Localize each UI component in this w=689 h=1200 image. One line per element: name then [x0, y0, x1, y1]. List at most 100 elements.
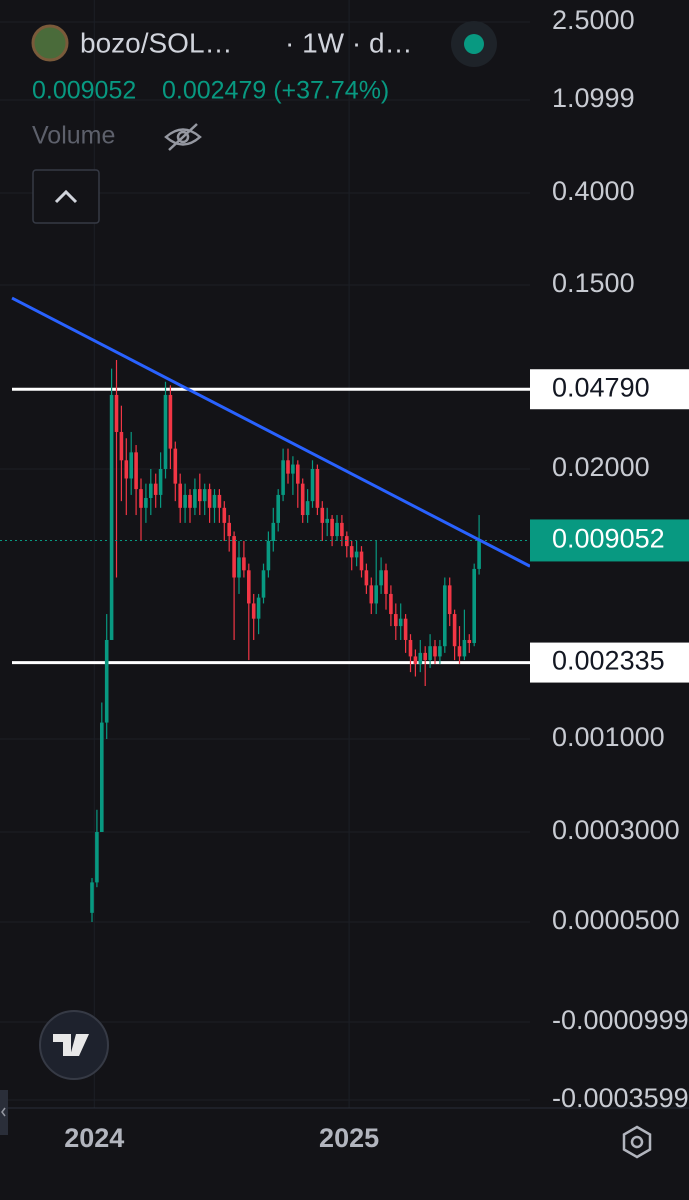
symbol-title[interactable]: bozo/SOL… [80, 27, 233, 58]
candle-body [109, 394, 114, 640]
candle-body [433, 646, 437, 657]
candle-body [389, 593, 393, 615]
candle-body [457, 646, 462, 657]
logo-mark [53, 1034, 89, 1056]
level-label-box [530, 369, 689, 410]
plot-area [0, 296, 530, 922]
level-label-box [530, 642, 689, 683]
candle-body [305, 501, 310, 516]
candle-body [95, 832, 99, 883]
symbol-avatar[interactable] [31, 24, 69, 62]
candle-body [398, 618, 403, 627]
candle-body [472, 568, 476, 644]
price-change: 0.002479 (+37.74%) [162, 77, 389, 105]
candle-body [345, 536, 349, 547]
candle-body [447, 585, 452, 615]
candle-body [438, 646, 442, 657]
candle-body [330, 518, 334, 537]
candle-body [173, 448, 178, 484]
candle-body [217, 494, 222, 508]
y-tick-label: 1.0999 [552, 83, 635, 113]
candle-body [315, 469, 320, 508]
candle-body [384, 570, 388, 594]
y-tick-label: -0.0000999 [552, 1005, 689, 1035]
y-tick-label: 0.001000 [552, 722, 665, 752]
candle-body [408, 639, 413, 657]
level-label: 0.04790 [552, 372, 650, 402]
volume-label: Volume [32, 122, 115, 150]
y-tick-label: 0.0000500 [552, 905, 680, 935]
candle-body [124, 460, 129, 479]
interval[interactable]: · 1W · d… [285, 27, 413, 58]
candle-body [237, 557, 241, 578]
candle-body [158, 469, 163, 495]
candle-body [193, 489, 197, 508]
trendline [11, 296, 530, 568]
candle-body [178, 483, 182, 508]
candle-body [369, 585, 374, 604]
chevron-up [54, 189, 78, 204]
candle-body [242, 557, 246, 571]
candle-body [232, 536, 236, 578]
candle-body [188, 494, 192, 508]
candle-body [168, 394, 173, 449]
candle-body [428, 646, 432, 661]
candle-body [227, 522, 231, 537]
settings-icon[interactable] [622, 1125, 652, 1159]
collapse-button[interactable] [32, 169, 100, 224]
candle-body [325, 518, 329, 523]
candle-body [100, 722, 104, 832]
candle-body [291, 464, 295, 474]
candle-body [320, 507, 325, 523]
candle-body [90, 882, 94, 913]
y-tick-label: 0.1500 [552, 268, 635, 298]
candle-body [202, 489, 207, 502]
candle-body [114, 394, 119, 432]
candle-body [349, 546, 354, 558]
candle-body [477, 540, 481, 569]
y-tick-label: 2.5000 [552, 5, 635, 35]
candle-body [134, 452, 138, 490]
candle-body [153, 483, 158, 495]
candle-body [300, 483, 305, 516]
side-handle[interactable] [0, 1090, 8, 1135]
candle-body [129, 452, 133, 479]
candle-body [418, 652, 423, 664]
hide-volume-icon[interactable] [164, 123, 202, 151]
candle-body [467, 639, 472, 644]
candle-body [310, 469, 315, 502]
candle-body [183, 494, 187, 508]
candle-body [394, 614, 398, 627]
candle-body [374, 585, 378, 604]
candle-body [144, 497, 148, 508]
candle-body [212, 494, 217, 508]
candle-body [452, 614, 457, 647]
candle-body [354, 551, 359, 558]
candle-body [359, 551, 364, 571]
candle-body [271, 522, 276, 541]
candle-body [139, 489, 143, 508]
candle-body [281, 460, 285, 495]
candle-body [296, 464, 300, 484]
candle-body [119, 431, 124, 461]
side-arrow [1, 1107, 6, 1117]
candle-body [462, 639, 467, 657]
candle-body [340, 522, 344, 537]
candle-body [207, 489, 212, 508]
candle-body [222, 507, 227, 523]
candle-body [261, 570, 266, 598]
candle-body [104, 639, 109, 723]
candle-body [286, 460, 290, 474]
candle-body [423, 652, 427, 661]
candle-body [198, 489, 202, 502]
candle-body [251, 603, 256, 619]
price-axis: 2.5000 1.0999 0.4000 0.1500 0.02000 0.001000 0… [530, 5, 689, 1113]
candle-body [256, 597, 261, 619]
y-tick-label: -0.0003599 [552, 1083, 689, 1113]
candle-body [163, 394, 168, 469]
last-price: 0.009052 [32, 77, 136, 105]
candle-body [413, 656, 418, 664]
